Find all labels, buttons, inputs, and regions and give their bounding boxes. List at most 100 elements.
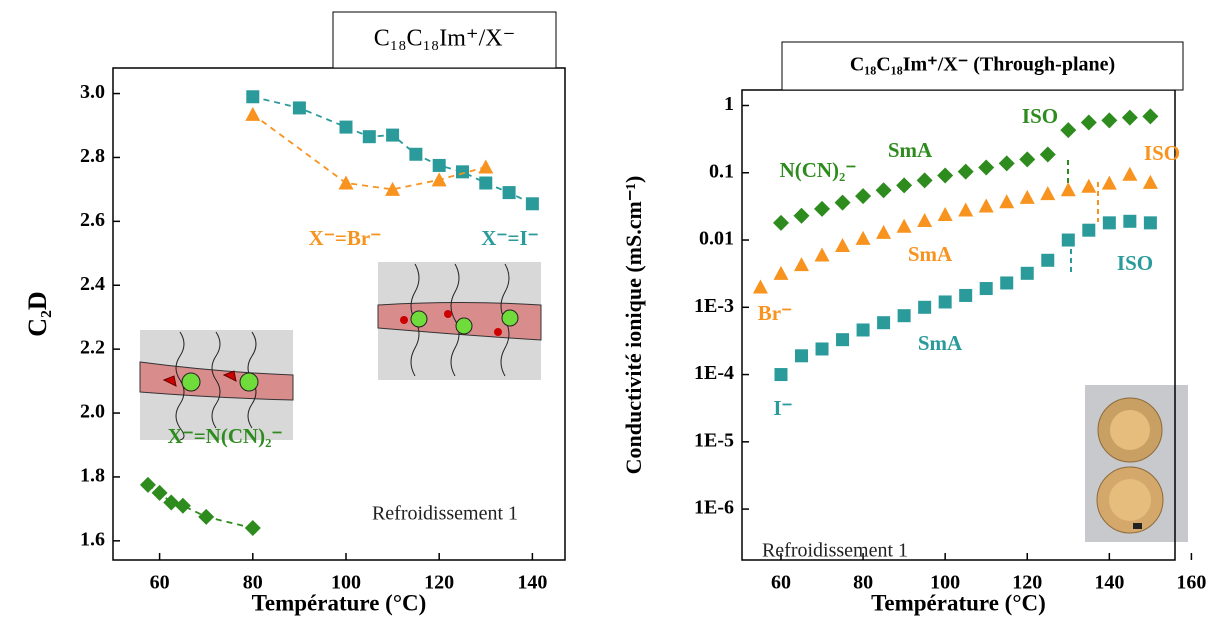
diamond-marker [151, 484, 168, 501]
x-tick-label: 80 [243, 572, 263, 594]
diamond-marker [772, 214, 789, 231]
triangle-marker [896, 218, 912, 233]
y-tick-label: 1E-5 [694, 429, 734, 451]
triangle-marker [1060, 182, 1076, 197]
square-marker [1082, 223, 1096, 237]
square-marker [1143, 216, 1157, 230]
transition-markers [1067, 160, 1099, 276]
square-marker [1061, 233, 1075, 247]
diamond-marker [139, 476, 156, 493]
diamond-marker [1101, 112, 1118, 129]
diamond-marker [1019, 151, 1036, 168]
square-marker [409, 147, 423, 161]
square-marker [362, 130, 376, 144]
triangle-marker [978, 198, 994, 213]
diamond-marker [957, 163, 974, 180]
annotation: X⁻=I⁻ [481, 226, 538, 250]
y-tick-label: 1E-3 [694, 295, 734, 317]
triangle-marker [385, 181, 401, 196]
x-tick-label: 120 [424, 572, 454, 594]
triangle-marker [835, 237, 851, 252]
triangle-marker [1101, 175, 1117, 190]
title-box [332, 11, 557, 69]
square-marker [432, 158, 446, 172]
triangle-marker [794, 257, 810, 272]
annotation: SmA [918, 331, 963, 355]
square-marker [774, 368, 788, 382]
diamond-marker [198, 508, 215, 525]
square-marker [979, 282, 993, 296]
diamond-marker [1060, 122, 1077, 139]
diamond-marker [896, 177, 913, 194]
square-marker [877, 316, 891, 330]
diamond-marker [1142, 108, 1159, 125]
triangle-marker [958, 202, 974, 217]
diamond-marker [244, 520, 261, 537]
square-marker [959, 288, 973, 302]
triangle-marker [431, 172, 447, 187]
x-tick-label: 60 [150, 572, 170, 594]
diamond-marker [1121, 109, 1138, 126]
square-marker [1041, 253, 1055, 267]
y-tick-label: 1E-6 [694, 497, 734, 519]
square-marker [502, 186, 516, 200]
triangle-marker [478, 159, 494, 174]
square-marker [1000, 276, 1014, 290]
square-marker [246, 90, 260, 104]
diamond-marker [998, 155, 1015, 172]
diamond-marker [174, 497, 191, 514]
diamond-marker [1039, 146, 1056, 163]
triangle-marker [1081, 178, 1097, 193]
square-marker [897, 309, 911, 323]
triangle-marker [245, 106, 261, 121]
square-marker [918, 300, 932, 314]
square-marker [1102, 216, 1116, 230]
square-marker [938, 295, 952, 309]
y-tick-label: 2.0 [80, 401, 105, 423]
diamond-marker [937, 167, 954, 184]
diamond-marker [163, 494, 180, 511]
y-tick-label: 1.6 [80, 528, 105, 550]
square-marker [795, 349, 809, 363]
diamond-marker [1080, 114, 1097, 131]
inset-photo [1085, 385, 1188, 542]
annotation: SmA [888, 138, 933, 162]
x-tick-label: 80 [853, 572, 873, 594]
diamond-marker [814, 200, 831, 217]
y-tick-label: 1 [724, 93, 734, 115]
square-marker [479, 176, 493, 190]
y-axis-label: C₂D [23, 291, 52, 336]
annotation: Refroidissement 1 [372, 503, 518, 525]
triangle-marker [855, 230, 871, 245]
annotation: Refroidissement 1 [762, 540, 908, 562]
triangle-marker [1142, 174, 1158, 189]
x-axis-label: Température (°C) [252, 590, 427, 615]
annotation: ISO [1022, 104, 1058, 128]
y-axis-label: Conductivité ionique (mS.cm⁻¹) [621, 176, 646, 475]
square-marker [386, 128, 400, 142]
y-tick-label: 2.6 [80, 209, 105, 231]
annotation: ISO [1117, 251, 1153, 275]
y-tick-label: 2.4 [80, 273, 105, 295]
y-tick-label: 2.8 [80, 145, 105, 167]
series-line [252, 113, 487, 191]
title-box [781, 41, 1184, 91]
diamond-marker [978, 159, 995, 176]
square-marker [856, 323, 870, 337]
square-marker [1020, 266, 1034, 280]
x-tick-label: 160 [1176, 572, 1206, 594]
triangle-marker [338, 175, 354, 190]
annotation: Br⁻ [758, 301, 792, 325]
triangle-marker [937, 206, 953, 221]
diamond-marker [875, 182, 892, 199]
triangle-marker [999, 194, 1015, 209]
x-tick-label: 60 [771, 572, 791, 594]
square-marker [525, 197, 539, 211]
triangle-marker [814, 247, 830, 262]
triangle-marker [917, 213, 933, 228]
annotation: N(CN)₂⁻ [780, 158, 857, 182]
chart-title: C₁₈C₁₈Im⁺/X⁻ [374, 26, 515, 52]
triangle-marker [1019, 189, 1035, 204]
x-tick-label: 140 [517, 572, 547, 594]
